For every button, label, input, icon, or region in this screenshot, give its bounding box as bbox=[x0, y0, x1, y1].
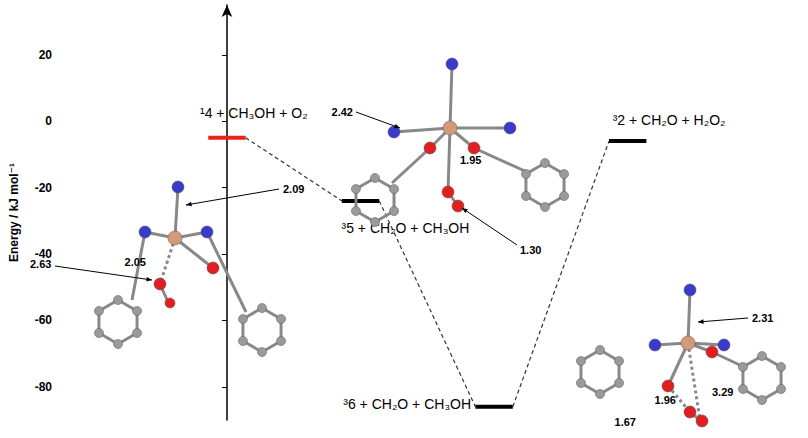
svg-text:1.67: 1.67 bbox=[615, 416, 636, 428]
svg-text:1.96: 1.96 bbox=[655, 394, 676, 406]
svg-text:-60: -60 bbox=[35, 313, 53, 327]
svg-text:0: 0 bbox=[45, 114, 52, 128]
svg-text:2.63: 2.63 bbox=[30, 258, 51, 270]
svg-text:20: 20 bbox=[39, 48, 53, 62]
svg-text:³6 + CH₂O + CH₃OH: ³6 + CH₂O + CH₃OH bbox=[343, 396, 471, 412]
svg-text:3.29: 3.29 bbox=[712, 386, 733, 398]
svg-text:-20: -20 bbox=[35, 181, 53, 195]
svg-text:1.95: 1.95 bbox=[460, 154, 481, 166]
svg-text:2.09: 2.09 bbox=[283, 183, 304, 195]
svg-text:-80: -80 bbox=[35, 380, 53, 394]
svg-text:Energy / kJ mol⁻¹: Energy / kJ mol⁻¹ bbox=[7, 163, 21, 262]
svg-text:³5 + CH₂O + CH₃OH: ³5 + CH₂O + CH₃OH bbox=[342, 220, 470, 236]
svg-text:2.42: 2.42 bbox=[332, 106, 353, 118]
svg-text:2.05: 2.05 bbox=[125, 256, 146, 268]
svg-text:2.31: 2.31 bbox=[752, 312, 773, 324]
svg-text:-40: -40 bbox=[34, 247, 52, 261]
svg-text:1.30: 1.30 bbox=[520, 244, 541, 256]
svg-text:³2 + CH₂O + H₂O₂: ³2 + CH₂O + H₂O₂ bbox=[613, 112, 726, 128]
svg-text:¹4 + CH₃OH + O₂: ¹4 + CH₃OH + O₂ bbox=[200, 105, 308, 121]
